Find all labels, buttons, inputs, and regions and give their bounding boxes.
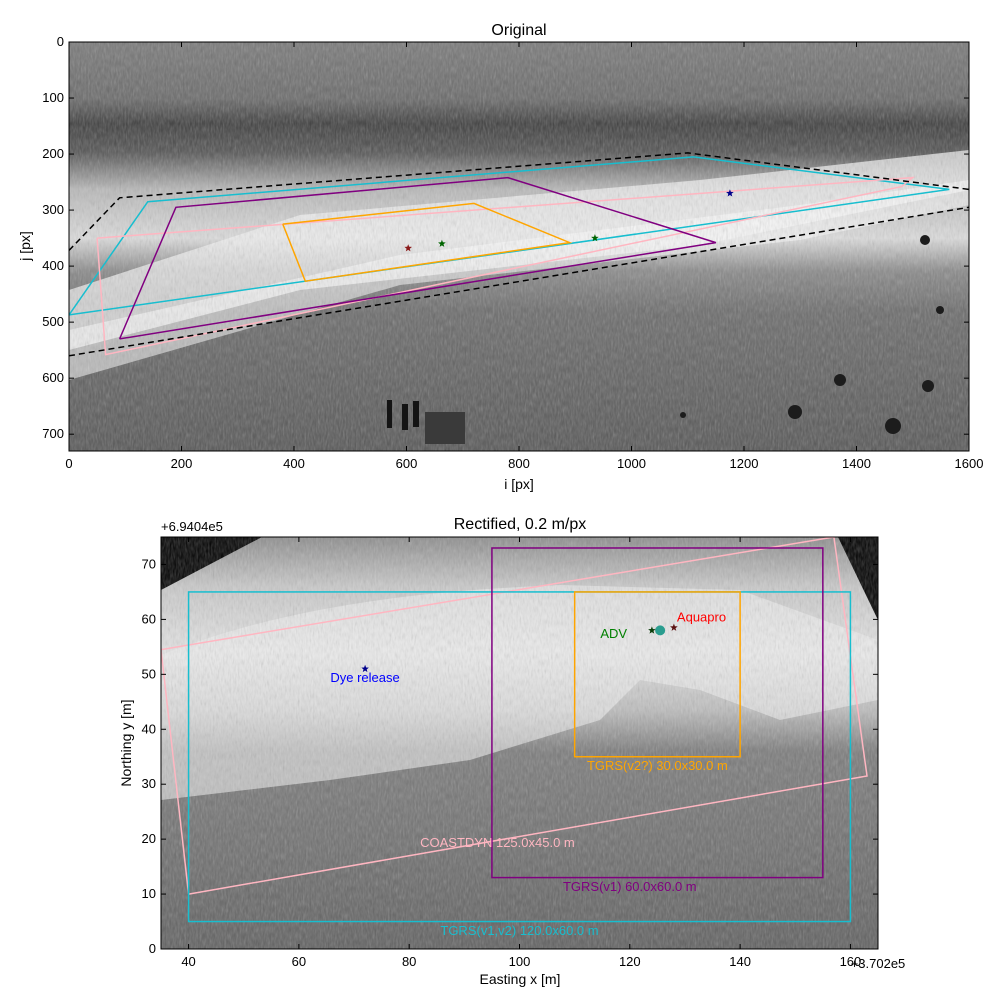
- region-label-2: TGRS(v2?) 30.0x30.0 m: [587, 758, 728, 773]
- top-y-tick-label: 500: [42, 314, 64, 329]
- top-photo: [69, 42, 969, 451]
- top-marker-0: [404, 244, 412, 252]
- bottom-x-tick-label: 40: [181, 954, 195, 969]
- bottom-y-tick-label: 10: [142, 886, 156, 901]
- bottom-y-label: Northing y [m]: [118, 699, 134, 786]
- top-polygon-4: [69, 152, 969, 251]
- bottom-overlays: [161, 537, 868, 923]
- top-x-tick-label: 1400: [842, 456, 871, 471]
- region-rect-0: [187, 591, 852, 923]
- top-y-tick-label: 700: [42, 426, 64, 441]
- top-x-tick-label: 1200: [730, 456, 759, 471]
- x-offset-label: +3.702e5: [851, 956, 906, 971]
- region-rect-2: [573, 591, 741, 758]
- top-polygon-5: [69, 206, 969, 357]
- top-marker-3: [591, 234, 599, 242]
- point-marker-2: [670, 623, 678, 631]
- top-x-label: i [px]: [504, 476, 534, 492]
- top-x-tick-label: 1000: [617, 456, 646, 471]
- bottom-y-tick-label: 70: [142, 556, 156, 571]
- top-x-tick-label: 800: [508, 456, 530, 471]
- top-polygon-2: [118, 176, 717, 340]
- point-label-2: Aquapro: [677, 610, 726, 625]
- bottom-x-tick-label: 140: [729, 954, 751, 969]
- coastdyn-polygon: [161, 537, 868, 895]
- region-rect-1: [491, 547, 824, 879]
- top-y-tick-label: 400: [42, 258, 64, 273]
- adv-sensor-blob: [655, 625, 666, 636]
- top-y-tick-label: 100: [42, 90, 64, 105]
- bottom-title: Rectified, 0.2 m/px: [454, 516, 587, 533]
- top-title: Original: [491, 22, 546, 39]
- point-label-1: ADV: [600, 626, 627, 641]
- bottom-y-ticks: 0 10 20 30 40 50 60 70: [142, 556, 878, 956]
- top-x-tick-label: 600: [396, 456, 418, 471]
- bottom-y-tick-label: 40: [142, 721, 156, 736]
- bottom-y-tick-label: 60: [142, 611, 156, 626]
- top-polygon-1: [96, 176, 916, 356]
- top-x-tick-label: 1600: [955, 456, 984, 471]
- top-polygon-3: [282, 202, 573, 283]
- point-marker-0: [361, 664, 369, 673]
- top-y-tick-label: 200: [42, 146, 64, 161]
- top-x-tick-label: 0: [65, 456, 72, 471]
- bottom-panel: Rectified, 0.2 m/px +6.9404e5 TGRS(v1,v2…: [118, 516, 905, 987]
- coastdyn-label: COASTDYN 125.0x45.0 m: [420, 835, 575, 850]
- top-y-tick-label: 300: [42, 202, 64, 217]
- bottom-x-tick-label: 80: [402, 954, 416, 969]
- bottom-y-tick-label: 20: [142, 831, 156, 846]
- top-y-label: j [px]: [17, 231, 33, 262]
- point-marker-1: [648, 626, 656, 634]
- bottom-annotations: TGRS(v1,v2) 120.0x60.0 m TGRS(v1) 60.0x60…: [330, 610, 727, 938]
- bottom-x-tick-label: 120: [619, 954, 641, 969]
- top-marker-2: [726, 189, 734, 197]
- bottom-x-tick-label: 160: [840, 954, 862, 969]
- bottom-x-ticks: 40 60 80 100 120 140 160: [181, 537, 861, 969]
- y-offset-label: +6.9404e5: [161, 519, 223, 534]
- bottom-y-tick-label: 30: [142, 776, 156, 791]
- top-marker-1: [438, 239, 446, 247]
- top-y-tick-label: 0: [57, 34, 64, 49]
- top-x-tick-label: 200: [171, 456, 193, 471]
- bottom-x-tick-label: 100: [509, 954, 531, 969]
- bottom-y-tick-label: 50: [142, 666, 156, 681]
- region-label-1: TGRS(v1) 60.0x60.0 m: [563, 879, 697, 894]
- top-polygon-0: [69, 156, 950, 316]
- top-x-tick-label: 400: [283, 456, 305, 471]
- top-x-ticks: 0 200 400 600 800 1000 1200 1400 1600: [65, 42, 983, 471]
- top-y-tick-label: 600: [42, 370, 64, 385]
- bottom-x-tick-label: 60: [292, 954, 306, 969]
- bottom-photo: [161, 537, 878, 949]
- bottom-x-label: Easting x [m]: [480, 971, 561, 987]
- top-panel: Original 0 200 400 600 800 1000 1200 1400 1600 0…: [17, 22, 983, 492]
- bottom-y-tick-label: 0: [149, 941, 156, 956]
- point-label-0: Dye release: [330, 670, 399, 685]
- top-y-ticks: 0 100 200 300 400 500 600 700: [42, 34, 969, 441]
- region-label-0: TGRS(v1,v2) 120.0x60.0 m: [440, 923, 598, 938]
- top-overlays: [69, 152, 969, 357]
